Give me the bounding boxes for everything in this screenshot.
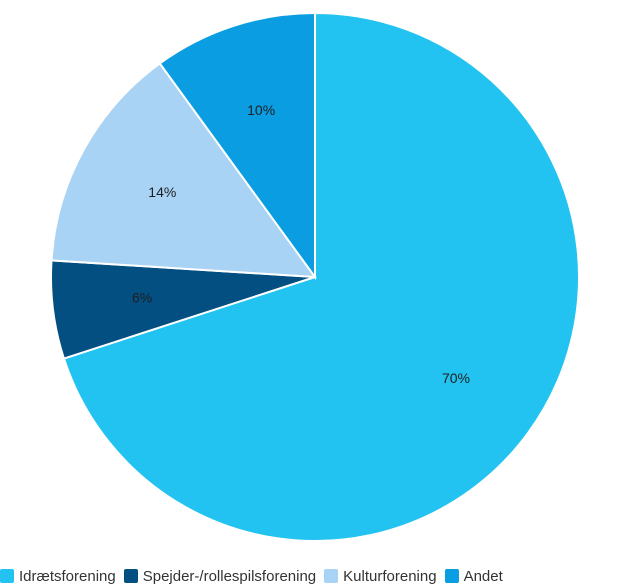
chart-legend: Idrætsforening Spejder-/rollespilsforenin… — [0, 566, 623, 586]
legend-label: Andet — [463, 567, 503, 585]
legend-label: Kulturforening — [343, 567, 437, 585]
legend-item-2: Kulturforening — [324, 567, 437, 585]
pie-data-label-2: 14% — [148, 184, 176, 200]
pie-slice-0 — [62, 11, 580, 542]
legend-label: Idrætsforening — [19, 567, 116, 585]
pie-slice-2 — [50, 62, 318, 279]
legend-swatch — [123, 569, 138, 583]
pie-slices — [50, 11, 580, 542]
legend-swatch — [324, 569, 339, 583]
pie-data-label-3: 10% — [247, 102, 275, 118]
legend-item-1: Spejder-/rollespilsforening — [123, 567, 317, 585]
legend-swatch — [444, 569, 459, 583]
legend-item-3: Andet — [444, 567, 503, 585]
legend-label: Spejder-/rollespilsforening — [142, 567, 317, 585]
legend-item-0: Idrætsforening — [0, 568, 116, 585]
pie-slice-3 — [158, 11, 316, 281]
legend-swatch — [0, 569, 14, 583]
pie-data-labels: 70% 6% 14% 10% — [132, 102, 470, 386]
pie-data-label-1: 6% — [132, 290, 152, 306]
pie-data-label-0: 70% — [442, 370, 470, 386]
